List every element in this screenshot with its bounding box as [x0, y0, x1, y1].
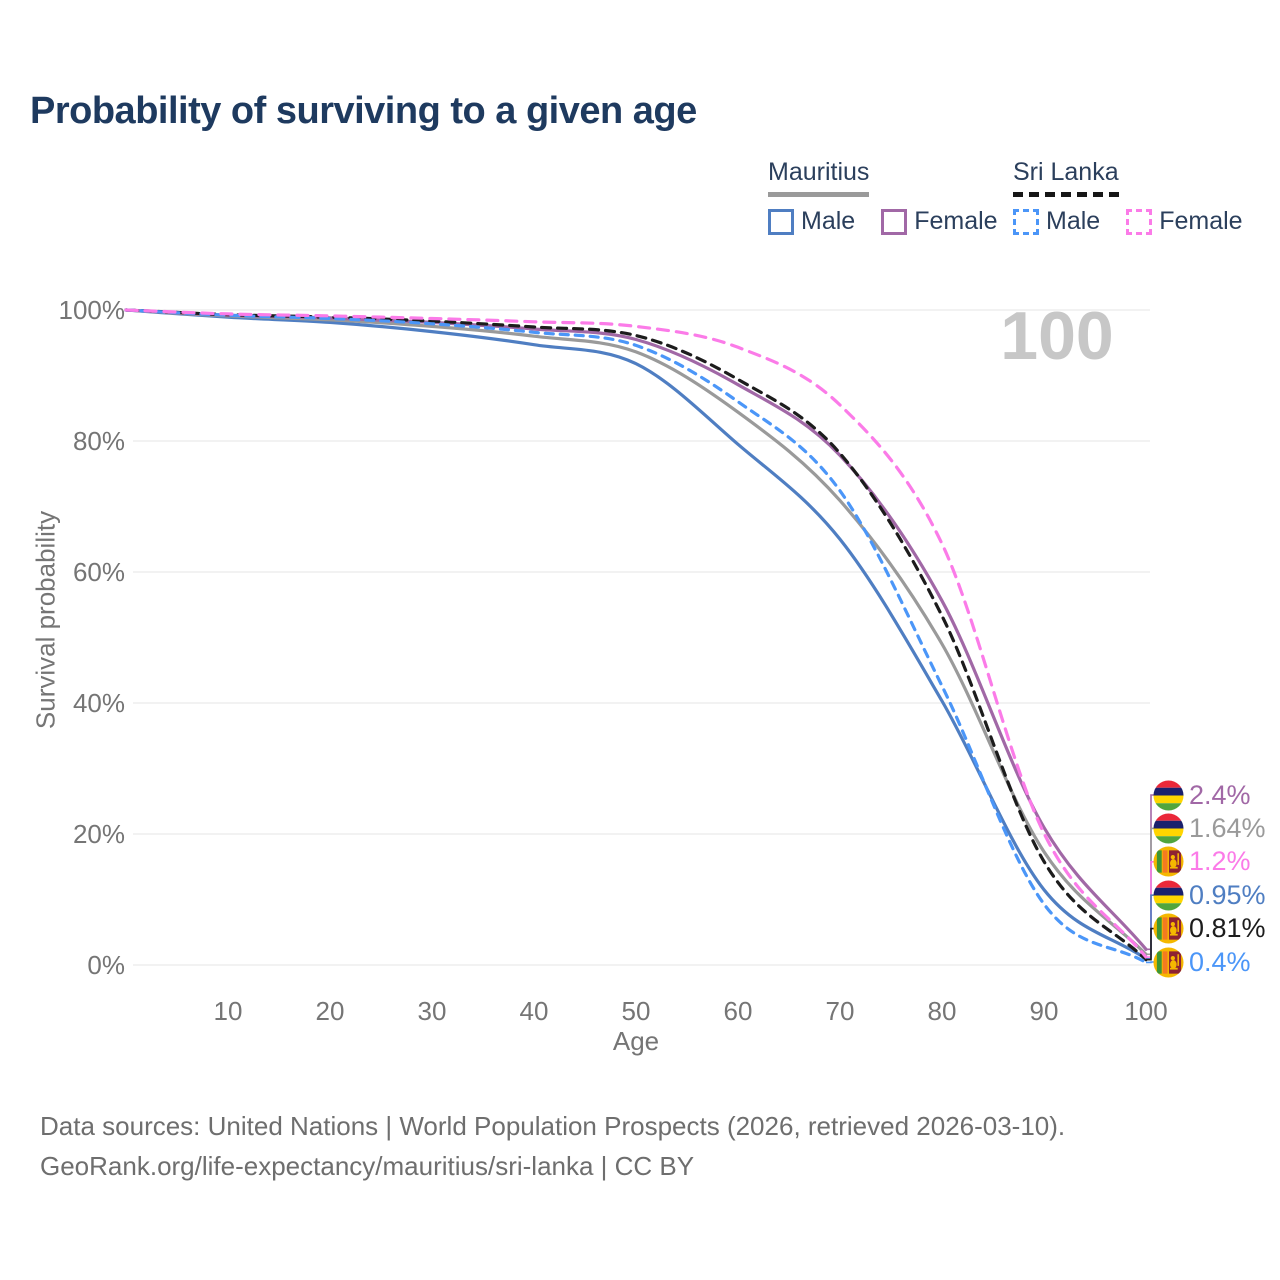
x-tick-label-100: 100	[1124, 996, 1168, 1026]
end-label-sri-lanka-male: 0.4%	[1153, 946, 1251, 978]
x-tick-label-80: 80	[927, 996, 957, 1026]
legend-title-sri-lanka: Sri Lanka	[1013, 158, 1119, 197]
y-tick-label-60%: 60%	[72, 557, 125, 587]
data-sources-footer: Data sources: United Nations | World Pop…	[40, 1106, 1065, 1186]
x-tick-label-50: 50	[621, 996, 651, 1026]
legend-swatch-sri-lanka-male-icon	[1013, 208, 1039, 235]
series-line-mauritius-male[interactable]	[124, 308, 1148, 961]
series-curves	[124, 308, 1148, 964]
legend-swatch-mauritius-male-icon	[768, 208, 794, 235]
end-label-mauritius-both-sexes: 1.64%	[1153, 812, 1266, 844]
y-tick-label-80%: 80%	[72, 426, 125, 456]
end-label-mauritius-female: 2.4%	[1153, 779, 1251, 811]
end-label-value: 2.4%	[1189, 779, 1251, 810]
legend-group-mauritius: Mauritius Male Female	[768, 158, 1024, 236]
x-axis-title: Age	[612, 1026, 660, 1056]
y-tick-label-20%: 20%	[72, 819, 125, 849]
x-tick-label-20: 20	[315, 996, 345, 1026]
end-label-sri-lanka-female: 1.2%	[1153, 846, 1251, 878]
end-label-value: 1.2%	[1189, 846, 1251, 877]
page-title: Probability of surviving to a given age	[30, 90, 697, 132]
sri-lanka-flag-icon	[1153, 846, 1184, 877]
sri-lanka-flag-icon	[1153, 946, 1184, 978]
x-tick-label-40: 40	[519, 996, 549, 1026]
x-tick-label-30: 30	[417, 996, 447, 1026]
series-line-mauritius-both-sexes[interactable]	[124, 308, 1148, 956]
footer-sources-line: Data sources: United Nations | World Pop…	[40, 1111, 1066, 1141]
end-label-sri-lanka-both-sexes: 0.81%	[1153, 913, 1266, 945]
legend-swatch-sri-lanka-female-icon	[1126, 208, 1153, 235]
y-tick-label-0%: 0%	[87, 950, 125, 980]
series-line-mauritius-female[interactable]	[124, 308, 1148, 951]
legend-title-mauritius: Mauritius	[768, 158, 870, 197]
series-line-sri-lanka-female[interactable]	[124, 308, 1148, 959]
age-watermark: 100	[1000, 298, 1114, 374]
legend-group-sri-lanka: Sri Lanka Male Female	[1013, 158, 1269, 236]
x-tick-label-60: 60	[723, 996, 753, 1026]
end-label-value: 0.95%	[1189, 879, 1266, 910]
gridlines	[133, 309, 1150, 966]
end-label-mauritius-male: 0.95%	[1153, 879, 1266, 911]
legend-label-mauritius-male: Male	[801, 207, 856, 235]
mauritius-flag-icon	[1153, 880, 1184, 911]
y-tick-label-40%: 40%	[72, 688, 125, 718]
legend-swatch-mauritius-female-icon	[881, 208, 908, 235]
y-tick-label-100%: 100%	[58, 295, 126, 325]
mauritius-flag-icon	[1153, 779, 1184, 811]
y-axis-title: Survival probability	[30, 510, 61, 730]
series-line-sri-lanka-both-sexes[interactable]	[124, 308, 1148, 962]
end-label-value: 0.81%	[1189, 913, 1266, 944]
x-tick-label-70: 70	[825, 996, 855, 1026]
legend-label-mauritius-female: Female	[914, 207, 998, 235]
series-line-sri-lanka-male[interactable]	[124, 308, 1148, 964]
legend-label-sri-lanka-male: Male	[1046, 207, 1101, 235]
end-label-value: 0.4%	[1189, 946, 1251, 977]
mauritius-flag-icon	[1153, 813, 1184, 844]
end-label-value: 1.64%	[1189, 812, 1266, 843]
x-tick-label-10: 10	[213, 996, 243, 1026]
sri-lanka-flag-icon	[1153, 913, 1184, 944]
x-tick-label-90: 90	[1029, 996, 1059, 1026]
footer-url-line: GeoRank.org/life-expectancy/mauritius/sr…	[40, 1151, 695, 1181]
legend-label-sri-lanka-female: Female	[1159, 207, 1243, 235]
